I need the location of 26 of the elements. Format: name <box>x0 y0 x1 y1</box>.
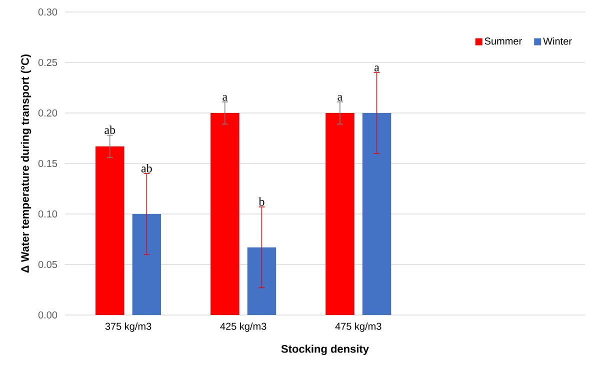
x-tick-label: 475 kg/m3 <box>335 322 382 332</box>
y-tick-label: 0.20 <box>38 109 58 117</box>
bar <box>132 214 162 315</box>
y-tick-label: 0.10 <box>38 210 58 218</box>
annotation: ab <box>104 126 116 134</box>
bar <box>326 112 354 315</box>
legend-label: Summer <box>484 38 522 45</box>
x-tick-label: 425 kg/m3 <box>220 322 266 332</box>
bar <box>362 112 392 315</box>
legend-label: Winter <box>543 37 572 45</box>
x-axis-title: Stocking density <box>281 344 369 356</box>
bar <box>95 146 124 315</box>
y-tick-label: 0.00 <box>38 311 58 319</box>
annotation: ab <box>141 164 152 172</box>
y-axis-title: Δ Water temperature during transport (°C) <box>20 54 32 273</box>
bar <box>210 112 240 315</box>
annotation: a <box>222 94 228 101</box>
annotation: a <box>338 94 342 101</box>
x-tick-label: 375 kg/m3 <box>105 322 152 332</box>
y-tick-label: 0.15 <box>38 160 58 168</box>
y-tick-label: 0.05 <box>38 260 58 268</box>
annotation: a <box>374 66 380 72</box>
y-tick-label: 0.25 <box>38 58 58 66</box>
bar <box>247 247 276 315</box>
y-tick-label: 0.30 <box>38 8 58 16</box>
annotation: b <box>258 197 264 206</box>
